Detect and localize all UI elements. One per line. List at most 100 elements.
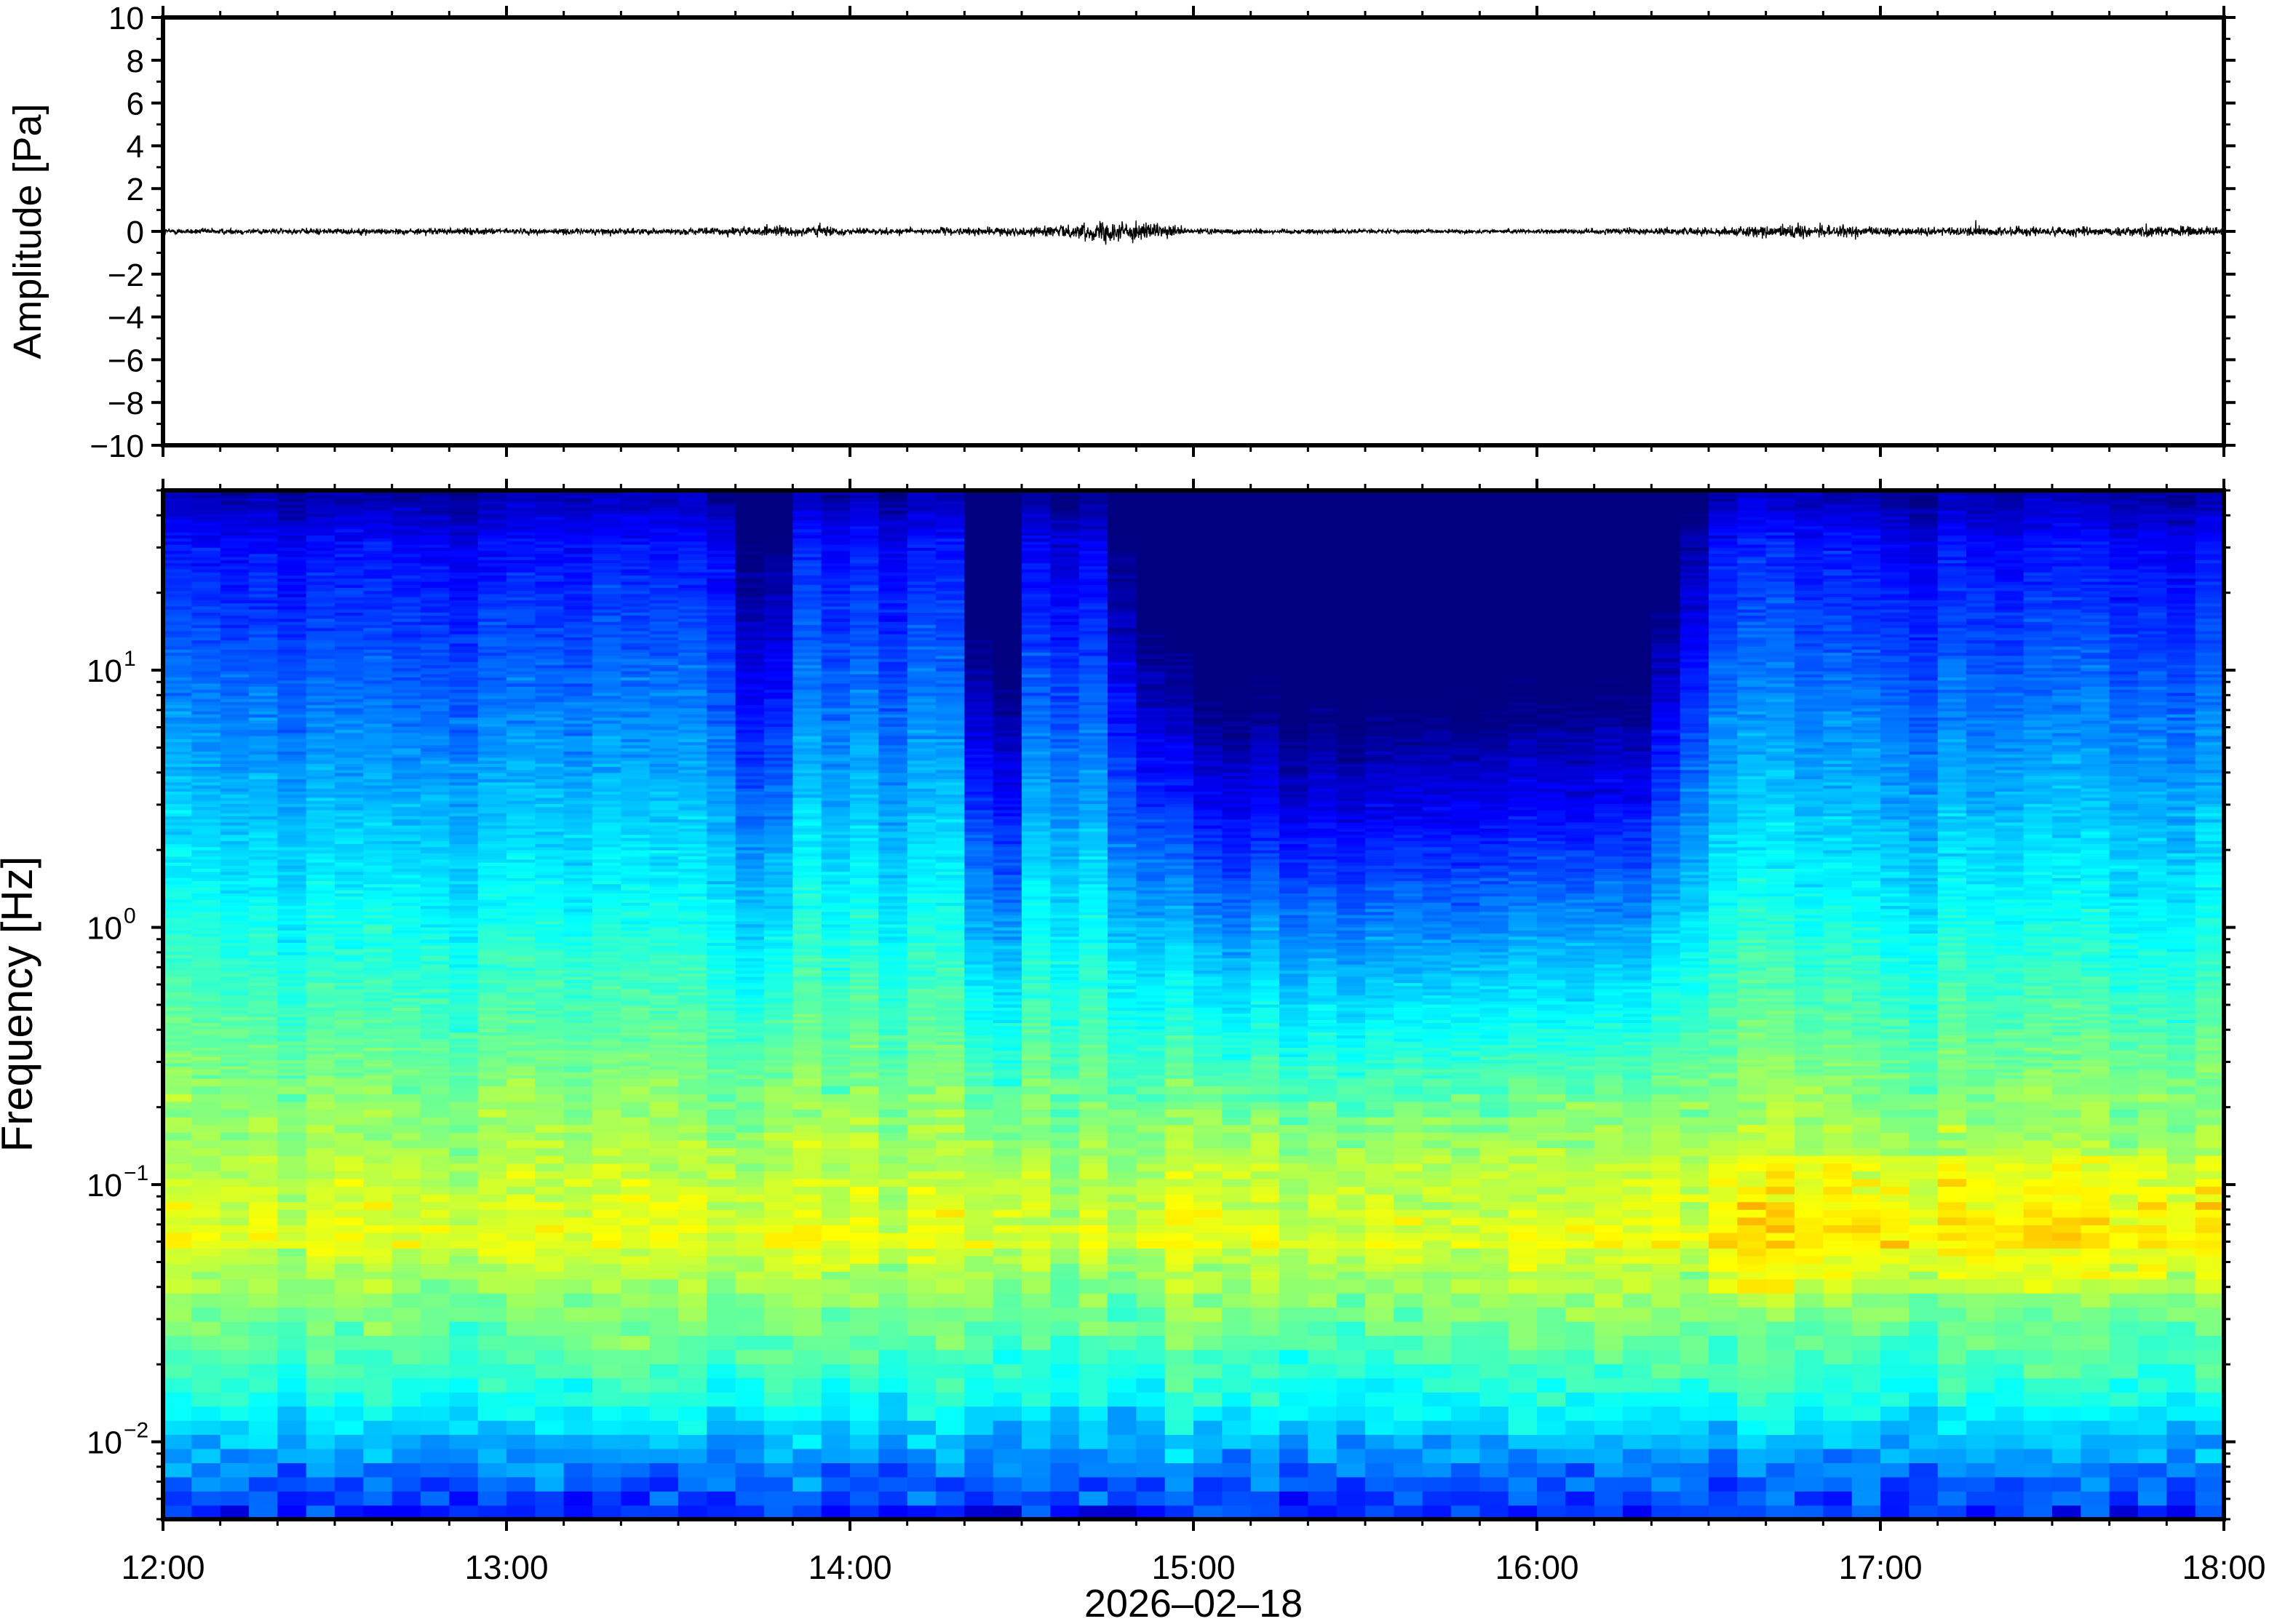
spectrogram-cell (306, 553, 335, 557)
spectrogram-cell (707, 689, 736, 693)
spectrogram-cell (220, 1349, 250, 1364)
spectrogram-cell (592, 587, 622, 592)
spectrogram-cell (506, 640, 536, 644)
spectrogram-cell (306, 1101, 335, 1110)
spectrogram-cell (249, 1462, 279, 1478)
spectrogram-cell (649, 1147, 679, 1156)
spectrogram-cell (477, 729, 507, 733)
spectrogram-cell (592, 741, 622, 746)
spectrogram-cell (506, 1050, 536, 1054)
spectrogram-cell (735, 1086, 765, 1094)
spectrogram-cell (449, 1364, 479, 1379)
spectrogram-cell (621, 976, 651, 980)
spectrogram-cell (592, 1255, 622, 1265)
spectrogram-cell (191, 491, 221, 495)
spectrogram-cell (392, 1132, 421, 1141)
spectrogram-cell (735, 670, 765, 674)
spectrogram-cell (363, 633, 393, 637)
spectrogram-cell (535, 923, 565, 928)
spectrogram-cell (449, 701, 479, 706)
spectrogram-cell (277, 1062, 307, 1067)
spectrogram-cell (421, 1178, 450, 1187)
spectrogram-cell (191, 664, 221, 669)
spectrogram-cell (277, 769, 307, 773)
spectrogram-cell (363, 831, 393, 835)
spectrogram-cell (592, 868, 622, 872)
spectrogram-cell (649, 806, 679, 811)
spectrogram-cell (707, 741, 736, 746)
spectrogram-cell (735, 741, 765, 746)
spectrogram-cell (335, 513, 365, 517)
spectrogram-cell (335, 732, 365, 736)
spectrogram-cell (649, 744, 679, 749)
spectrogram-cell (363, 918, 393, 922)
spectrogram-cell (277, 1069, 307, 1072)
spectrogram-cell (277, 572, 307, 576)
spectrogram-cell (535, 686, 565, 690)
spectrogram-cell (535, 1078, 565, 1087)
spectrogram-cell (249, 951, 279, 955)
spectrogram-cell (621, 575, 651, 579)
spectrogram-cell (707, 739, 736, 743)
spectrogram-cell (163, 575, 193, 579)
spectrogram-cell (678, 590, 708, 594)
spectrogram-cell (678, 1101, 708, 1110)
spectrogram-cell (592, 886, 622, 891)
spectrogram-cell (535, 1491, 565, 1506)
spectrogram-cell (649, 840, 679, 845)
spectrogram-cell (506, 575, 536, 579)
spectrogram-cell (277, 1025, 307, 1030)
spectrogram-cell (477, 1171, 507, 1179)
spectrogram-cell (191, 704, 221, 709)
spectrogram-cell (592, 871, 622, 875)
spectrogram-cell (449, 556, 479, 560)
spectrogram-cell (363, 1010, 393, 1014)
spectrogram-cell (163, 544, 193, 548)
spectrogram-cell (249, 809, 279, 813)
spectrogram-cell (306, 735, 335, 739)
spectrogram-cell (220, 1225, 250, 1233)
spectrogram-cell (191, 1335, 221, 1350)
spectrogram-cell (535, 1178, 565, 1187)
spectrogram-cell (649, 575, 679, 579)
spectrogram-cell (477, 926, 507, 931)
spectrogram-cell (163, 1003, 193, 1008)
spectrogram-cell (363, 911, 393, 915)
spectrogram-cell (506, 1075, 536, 1079)
spectrogram-cell (506, 670, 536, 674)
spectrogram-cell (277, 1248, 307, 1257)
spectrogram-cell (649, 1075, 679, 1079)
spectrogram-cell (735, 828, 765, 832)
spectrogram-cell (449, 1000, 479, 1005)
spectrogram-cell (735, 686, 765, 690)
spectrogram-cell (678, 1010, 708, 1014)
spectrogram-cell (449, 923, 479, 928)
spectrogram-cell (421, 556, 450, 560)
spectrogram-cell (649, 843, 679, 848)
spectrogram-cell (563, 843, 593, 848)
spectrogram-cell (707, 1139, 736, 1148)
spectrogram-cell (335, 831, 365, 835)
spectrogram-cell (421, 1072, 450, 1076)
spectrogram-cell (621, 1075, 651, 1079)
spectrogram-cell (392, 821, 421, 826)
spectrogram-cell (649, 612, 679, 616)
spectrogram-cell (191, 1392, 221, 1407)
spectrogram-cell (506, 1003, 536, 1008)
spectrogram-cell (707, 955, 736, 959)
spectrogram-cell (335, 1392, 365, 1407)
spectrogram-cell (335, 710, 365, 715)
spectrogram-cell (163, 1209, 193, 1218)
spectrogram-cell (220, 645, 250, 650)
spectrogram-cell (477, 701, 507, 706)
spectrogram-cell (477, 507, 507, 511)
spectrogram-cell (363, 1094, 393, 1102)
spectrogram-cell (363, 905, 393, 909)
spectrogram-cell (449, 1178, 479, 1187)
spectrogram-cell (335, 609, 365, 613)
spectrogram-cell (735, 1171, 765, 1179)
spectrogram-cell (592, 739, 622, 743)
spectrogram-cell (592, 695, 622, 699)
spectrogram-cell (449, 849, 479, 853)
spectrogram-cell (506, 516, 536, 520)
